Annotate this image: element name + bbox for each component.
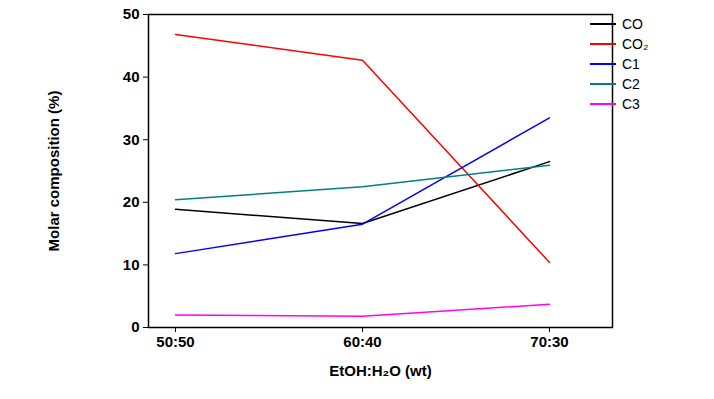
svg-text:Molar composition (%): Molar composition (%) — [45, 91, 62, 252]
svg-text:20: 20 — [123, 193, 140, 210]
svg-text:50: 50 — [123, 5, 140, 22]
html-text:CO₂: CO₂ — [622, 36, 649, 52]
svg-text:70:30: 70:30 — [530, 333, 568, 350]
svg-text:30: 30 — [123, 131, 140, 148]
svg-text:40: 40 — [123, 68, 140, 85]
svg-text:60:40: 60:40 — [343, 333, 381, 350]
html-text:C3: C3 — [622, 96, 640, 112]
html-text:C2: C2 — [622, 76, 640, 92]
svg-text:EtOH:H₂O (wt): EtOH:H₂O (wt) — [329, 362, 431, 379]
svg-text:0: 0 — [131, 318, 139, 335]
html-text:C1: C1 — [622, 56, 640, 72]
svg-text:10: 10 — [123, 256, 140, 273]
svg-text:50:50: 50:50 — [156, 333, 194, 350]
html-text:CO: CO — [622, 16, 643, 32]
